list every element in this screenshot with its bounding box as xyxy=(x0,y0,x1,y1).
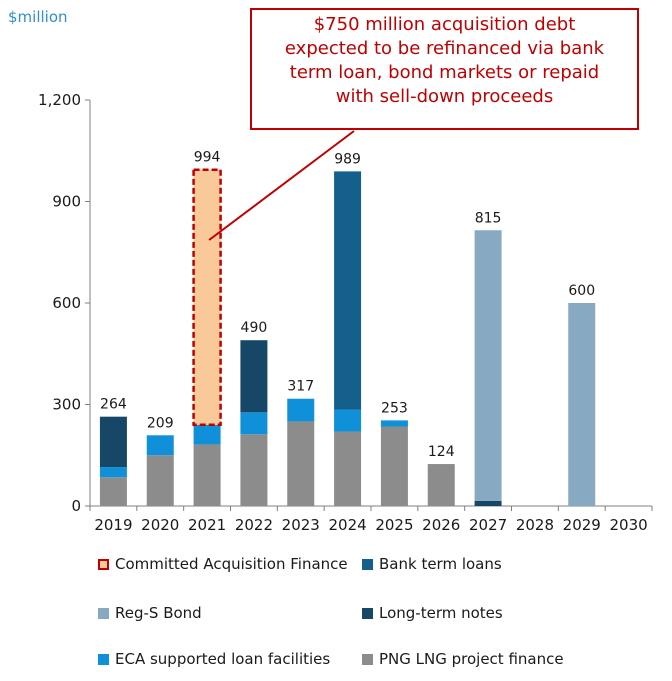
x-tick-label: 2029 xyxy=(563,516,601,534)
data-label: 264 xyxy=(100,397,127,413)
bar-segment xyxy=(287,398,315,422)
x-tick-label: 2020 xyxy=(141,516,179,534)
bar-segment xyxy=(240,412,268,435)
y-tick-label: 300 xyxy=(52,396,81,414)
bar-segment xyxy=(99,416,127,468)
data-label: 209 xyxy=(147,415,174,431)
x-tick-label: 2026 xyxy=(422,516,460,534)
y-tick-label: 900 xyxy=(52,193,81,211)
data-label: 124 xyxy=(428,444,455,460)
data-label: 994 xyxy=(194,150,221,166)
bar-segment xyxy=(240,340,268,413)
x-tick-label: 2030 xyxy=(609,516,647,534)
x-tick-label: 2021 xyxy=(188,516,226,534)
bar-segment xyxy=(568,303,596,506)
callout-box: $750 million acquisition debt expected t… xyxy=(250,8,639,130)
bar-segment xyxy=(380,426,408,506)
x-tick-label: 2024 xyxy=(328,516,366,534)
bar-segment xyxy=(427,464,455,506)
bar-segment xyxy=(380,420,408,427)
data-label: 490 xyxy=(241,320,268,336)
x-tick-label: 2022 xyxy=(235,516,273,534)
data-label: 989 xyxy=(334,151,361,167)
bar-segment xyxy=(99,467,127,478)
bar-segment xyxy=(287,421,315,506)
bar-segment xyxy=(99,477,127,506)
bar-segment xyxy=(146,455,174,506)
data-label: 815 xyxy=(475,210,502,226)
y-tick-label: 1,200 xyxy=(38,91,81,109)
bar-segment xyxy=(334,171,362,410)
y-tick-label: 0 xyxy=(71,497,81,515)
bar-segment xyxy=(474,230,502,501)
data-label: 600 xyxy=(568,283,595,299)
bar-segment xyxy=(474,500,502,506)
data-label: 317 xyxy=(287,379,314,395)
callout-line: $750 million acquisition debt xyxy=(313,14,576,35)
x-tick-label: 2023 xyxy=(282,516,320,534)
bar-segment xyxy=(192,168,222,427)
callout-line: expected to be refinanced via bank xyxy=(284,38,605,59)
callout-line: with sell-down proceeds xyxy=(335,86,554,107)
y-tick-label: 600 xyxy=(52,294,81,312)
callout-pointer xyxy=(208,130,355,241)
x-tick-label: 2027 xyxy=(469,516,507,534)
data-label: 253 xyxy=(381,400,408,416)
bar-segment xyxy=(193,424,221,445)
bar-segment xyxy=(240,434,268,506)
callout-line: term loan, bond markets or repaid xyxy=(289,62,600,83)
unit-label: $million xyxy=(8,8,68,26)
bar-segment xyxy=(334,409,362,432)
x-tick-label: 2028 xyxy=(516,516,554,534)
bar-segment xyxy=(334,431,362,506)
x-tick-label: 2025 xyxy=(375,516,413,534)
bar-segment xyxy=(146,435,174,456)
x-tick-label: 2019 xyxy=(94,516,132,534)
bar-segment xyxy=(193,444,221,506)
